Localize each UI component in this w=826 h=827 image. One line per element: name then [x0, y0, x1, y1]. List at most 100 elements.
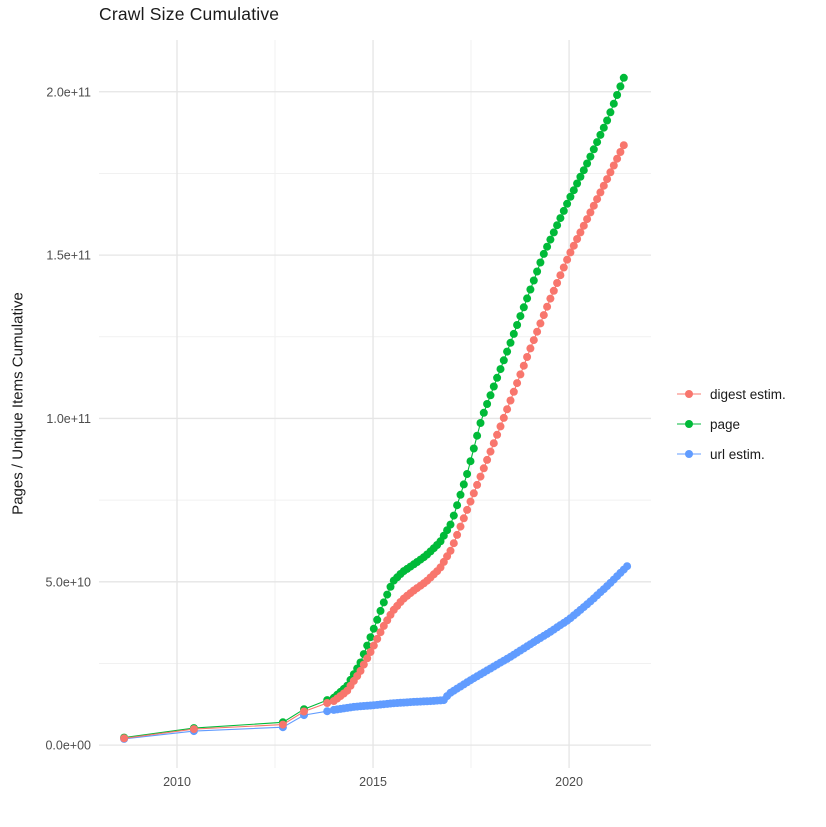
data-point [616, 148, 625, 156]
data-point [556, 271, 565, 280]
data-point [449, 539, 458, 548]
data-point [456, 490, 465, 499]
data-point [493, 373, 502, 382]
data-point [476, 472, 485, 481]
data-point [499, 356, 508, 365]
y-axis-title: Pages / Unique Items Cumulative [9, 292, 27, 515]
data-point [553, 221, 562, 230]
data-point [513, 379, 522, 388]
data-point [556, 214, 565, 223]
data-point [546, 235, 555, 244]
data-point [446, 520, 455, 529]
data-point [576, 228, 585, 237]
data-point [613, 91, 622, 99]
data-point [533, 327, 542, 336]
series-page [120, 73, 628, 742]
data-point [596, 130, 605, 139]
data-point [466, 457, 475, 466]
data-point [619, 141, 628, 150]
data-point [606, 108, 615, 117]
data-point [479, 408, 488, 417]
data-point [563, 199, 572, 208]
data-point [459, 514, 468, 523]
data-point [463, 505, 472, 514]
data-point [549, 286, 558, 295]
legend-key-icon [677, 450, 701, 458]
y-tick-label: 0.0e+00 [45, 739, 91, 753]
data-point [509, 329, 518, 338]
data-point [376, 628, 385, 637]
data-point [569, 186, 578, 195]
data-point [583, 159, 592, 168]
data-point [546, 294, 555, 303]
series-line [124, 565, 628, 740]
legend-label: url estim. [710, 446, 765, 462]
data-point [533, 267, 542, 276]
data-point [189, 725, 198, 734]
data-point [526, 344, 535, 353]
data-point [373, 634, 382, 643]
data-point [553, 279, 562, 287]
data-point [573, 179, 582, 188]
data-point [573, 235, 582, 243]
legend: digest estim. page url estim. [676, 379, 786, 469]
data-point [503, 405, 512, 414]
data-point [473, 431, 482, 440]
legend-label: digest estim. [710, 386, 786, 402]
data-point [523, 294, 532, 303]
chart-title: Crawl Size Cumulative [99, 4, 280, 24]
data-point [483, 455, 492, 464]
data-point [369, 624, 378, 633]
data-point [583, 215, 592, 224]
data-point [529, 276, 538, 285]
data-point [473, 480, 482, 489]
y-tick-label: 2.0e+11 [46, 85, 91, 99]
data-point [376, 606, 385, 615]
data-point [363, 641, 372, 650]
data-point [483, 400, 492, 408]
y-tick-label: 1.0e+11 [46, 412, 91, 426]
data-point [619, 73, 628, 82]
data-point [456, 522, 465, 531]
data-point [559, 263, 568, 272]
data-point [120, 734, 129, 743]
data-point [589, 201, 598, 210]
data-point [559, 206, 568, 215]
data-point [496, 365, 505, 374]
legend-item-page: page [676, 409, 786, 439]
y-axis-tick-labels: 0.0e+00 5.0e+10 1.0e+11 1.5e+11 2.0e+11 [45, 85, 91, 752]
data-point [539, 311, 548, 320]
legend-key-icon [677, 420, 701, 428]
data-point [486, 391, 495, 400]
data-point [566, 192, 575, 201]
data-point [323, 707, 332, 716]
data-point [623, 562, 632, 571]
data-point [466, 497, 475, 506]
x-tick-label: 2020 [555, 775, 583, 789]
data-point [469, 489, 478, 498]
data-point [539, 249, 548, 258]
data-point [523, 353, 532, 361]
y-tick-label: 5.0e+10 [45, 575, 91, 589]
data-point [469, 444, 478, 453]
data-point [476, 419, 485, 427]
data-point [509, 387, 518, 396]
data-point [373, 615, 382, 624]
x-axis-tick-labels: 2010 2015 2020 [163, 775, 583, 789]
data-point [463, 470, 472, 478]
data-point [363, 654, 372, 663]
x-tick-label: 2010 [163, 775, 191, 789]
data-point [366, 633, 375, 642]
data-point [569, 241, 578, 250]
data-point [606, 168, 615, 177]
data-point [593, 195, 602, 204]
data-point [603, 175, 612, 184]
data-point [536, 319, 545, 328]
data-point [499, 413, 508, 422]
grid-minor [99, 40, 651, 768]
data-point [543, 302, 552, 311]
data-point [526, 285, 535, 294]
data-point [609, 161, 618, 170]
data-point [359, 660, 368, 669]
